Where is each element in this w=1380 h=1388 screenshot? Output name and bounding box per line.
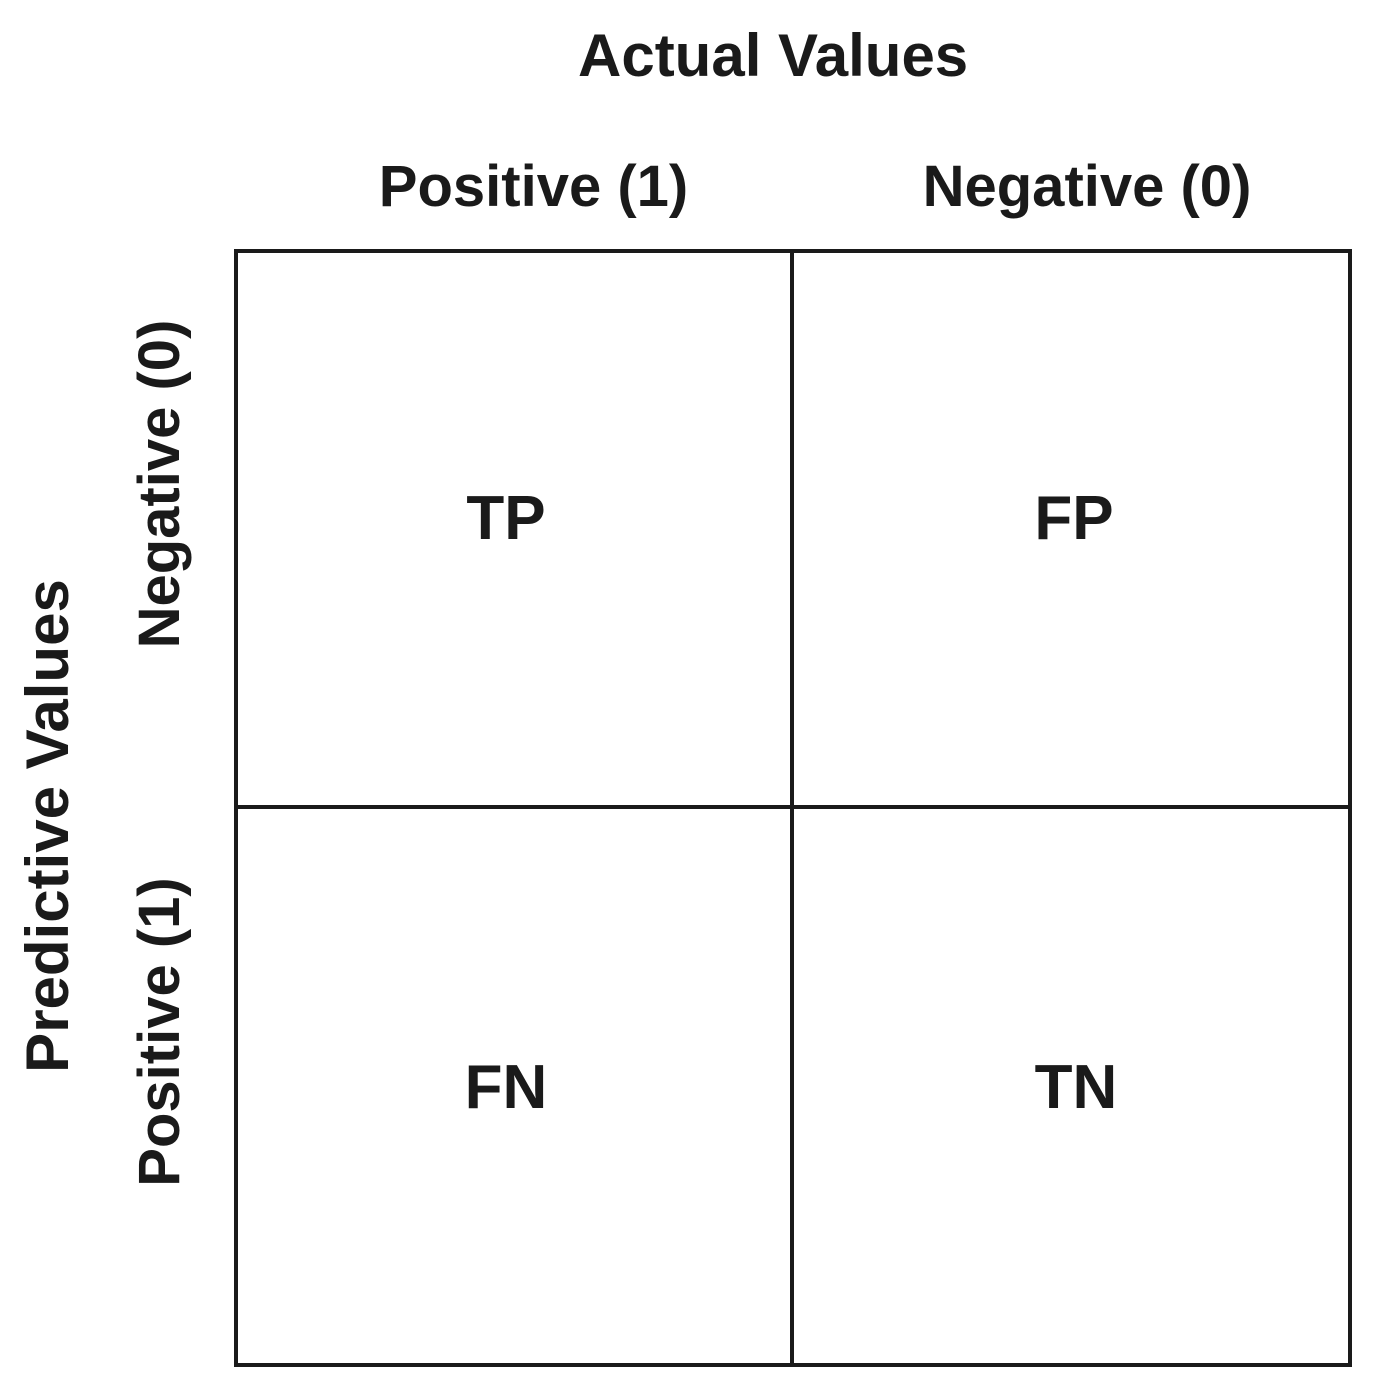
cell-false-positive: FP — [1034, 484, 1114, 553]
row-header-positive: Positive (1) — [127, 877, 192, 1187]
row-axis-title: Predictive Values — [14, 579, 81, 1073]
cell-false-negative: FN — [464, 1053, 548, 1122]
cell-true-positive: TP — [466, 484, 546, 553]
column-header-negative: Negative (0) — [922, 154, 1252, 219]
cell-true-negative: TN — [1034, 1053, 1118, 1122]
matrix-horizontal-divider — [234, 805, 1352, 809]
column-axis-title: Actual Values — [578, 22, 969, 89]
column-header-positive: Positive (1) — [378, 154, 689, 219]
row-header-negative: Negative (0) — [127, 319, 192, 649]
